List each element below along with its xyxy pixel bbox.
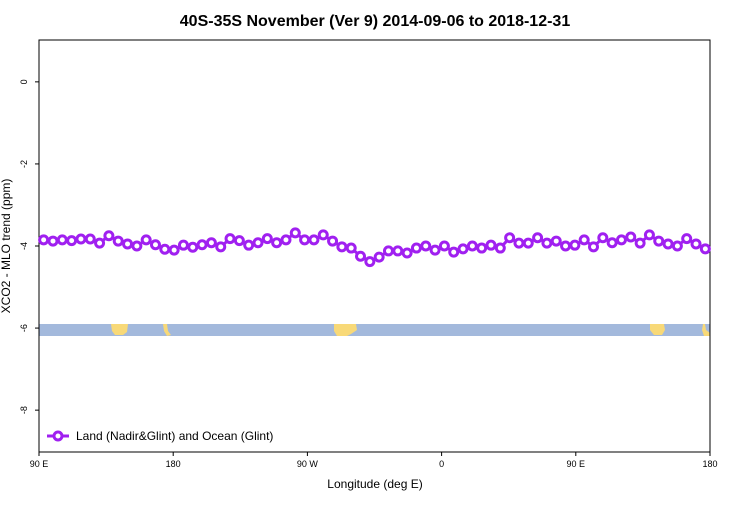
data-point xyxy=(606,237,618,249)
data-point xyxy=(615,234,627,246)
data-point xyxy=(504,232,516,244)
y-tick-label: -4 xyxy=(19,242,29,250)
y-axis-label: XCO2 - MLO trend (ppm) xyxy=(0,179,13,314)
data-point xyxy=(671,240,683,252)
data-point xyxy=(317,229,329,241)
y-tick-label: 0 xyxy=(19,79,29,84)
data-point xyxy=(597,232,609,244)
data-point xyxy=(653,235,665,247)
data-point xyxy=(625,231,637,243)
data-point xyxy=(47,235,59,247)
data-point xyxy=(196,239,208,251)
data-point xyxy=(103,230,115,242)
data-point xyxy=(429,244,441,256)
ocean-strip xyxy=(39,324,710,336)
data-point xyxy=(420,240,432,252)
data-point xyxy=(699,243,711,255)
data-point xyxy=(532,232,544,244)
data-point xyxy=(476,242,488,254)
land xyxy=(650,324,665,335)
data-point xyxy=(448,246,460,258)
data-point xyxy=(177,239,189,251)
x-tick-label: 180 xyxy=(702,459,717,469)
land-ocean-strip xyxy=(39,324,710,336)
land xyxy=(111,324,128,335)
data-point xyxy=(662,238,674,250)
data-point xyxy=(550,235,562,247)
data-point xyxy=(233,235,245,247)
data-point xyxy=(149,239,161,251)
data-point xyxy=(224,233,236,245)
data-point xyxy=(578,234,590,246)
data-point xyxy=(522,237,534,249)
data-point xyxy=(336,241,348,253)
data-point xyxy=(438,240,450,252)
land xyxy=(163,324,171,336)
data-point xyxy=(373,251,385,263)
x-axis-label: Longitude (deg E) xyxy=(327,477,422,491)
data-point xyxy=(466,240,478,252)
x-tick-label: 90 W xyxy=(297,459,319,469)
y-tick-label: -6 xyxy=(19,324,29,332)
data-point xyxy=(66,235,78,247)
data-point xyxy=(401,247,413,259)
data-point xyxy=(569,239,581,251)
data-point xyxy=(541,237,553,249)
data-point xyxy=(560,240,572,252)
data-point xyxy=(289,227,301,239)
data-point xyxy=(308,234,320,246)
y-tick-label: -8 xyxy=(19,406,29,414)
data-point xyxy=(634,237,646,249)
data-point xyxy=(252,237,264,249)
land xyxy=(702,324,710,336)
data-point xyxy=(280,234,292,246)
data-point xyxy=(392,245,404,257)
data-point xyxy=(261,233,273,245)
data-point xyxy=(38,234,50,246)
data-point xyxy=(271,237,283,249)
data-point xyxy=(215,241,227,253)
chart-title: 40S-35S November (Ver 9) 2014-09-06 to 2… xyxy=(180,13,571,30)
data-point xyxy=(345,242,357,254)
data-point xyxy=(205,237,217,249)
data-point xyxy=(112,235,124,247)
data-point xyxy=(140,234,152,246)
data-point xyxy=(327,235,339,247)
x-tick-label: 180 xyxy=(166,459,181,469)
data-point xyxy=(243,239,255,251)
x-tick-label: 90 E xyxy=(30,459,49,469)
data-point xyxy=(364,256,376,268)
data-point xyxy=(122,238,134,250)
data-point xyxy=(94,237,106,249)
legend-label: Land (Nadir&Glint) and Ocean (Glint) xyxy=(76,429,273,443)
data-point xyxy=(588,241,600,253)
data-point xyxy=(84,233,96,245)
land xyxy=(334,324,357,336)
x-tick-label: 90 E xyxy=(567,459,586,469)
data-point xyxy=(494,242,506,254)
data-point xyxy=(75,233,87,245)
data-point xyxy=(485,239,497,251)
data-point xyxy=(168,244,180,256)
data-point xyxy=(681,233,693,245)
data-point xyxy=(131,240,143,252)
x-tick-label: 0 xyxy=(439,459,444,469)
data-point xyxy=(690,238,702,250)
data-point xyxy=(187,241,199,253)
data-point xyxy=(299,234,311,246)
legend-marker xyxy=(52,430,64,442)
data-point xyxy=(382,245,394,257)
y-tick-label: -2 xyxy=(19,160,29,168)
data-point xyxy=(410,242,422,254)
data-point xyxy=(457,243,469,255)
data-point xyxy=(56,234,68,246)
data-point xyxy=(355,250,367,262)
data-point xyxy=(513,237,525,249)
data-point xyxy=(643,229,655,241)
data-point xyxy=(159,243,171,255)
